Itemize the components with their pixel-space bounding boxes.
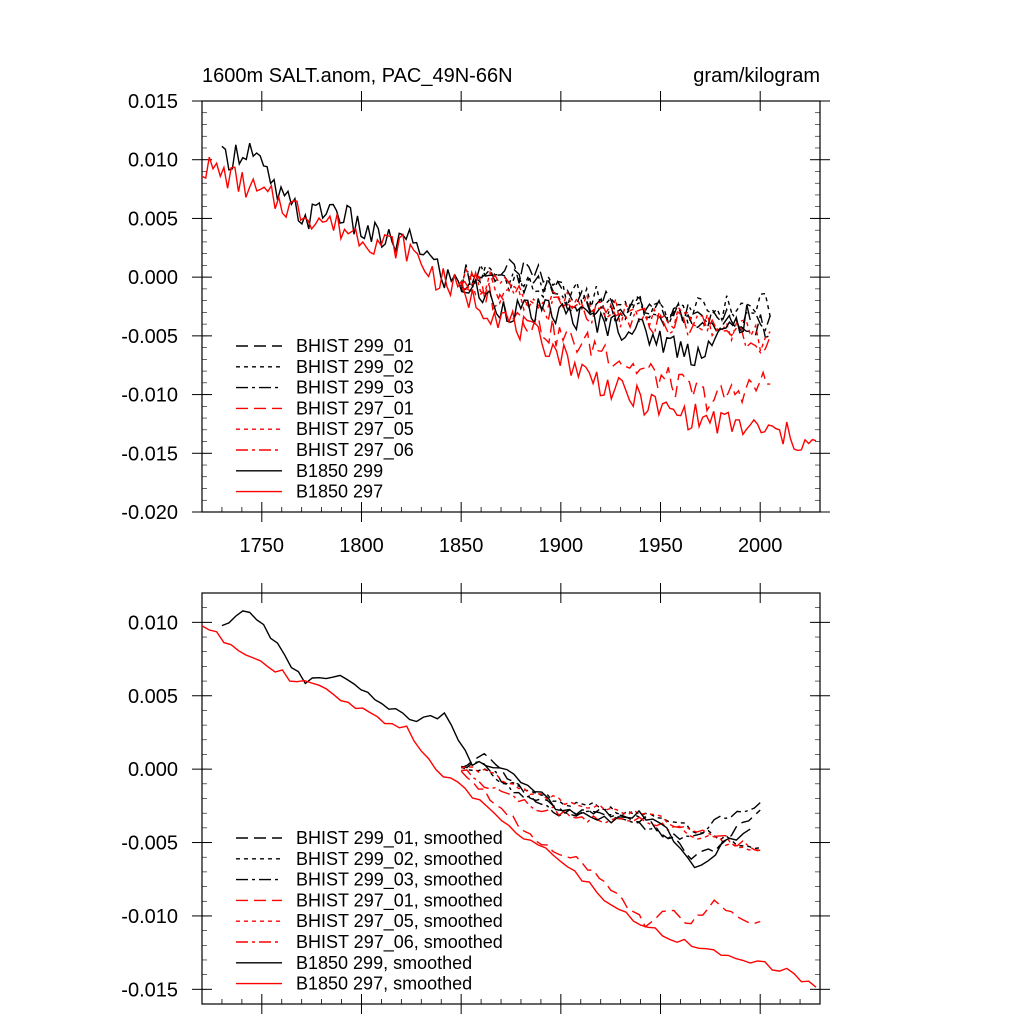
series-line (221, 610, 751, 869)
bottom-series-group (201, 610, 817, 988)
top-title: 1600m SALT.anom, PAC_49N-66N (202, 65, 513, 87)
legend-label: BHIST 297_06 (296, 440, 414, 461)
y-tick-label: 0.000 (128, 759, 178, 781)
bottom-panel: 0.010 0.005 0.000 -0.005 -0.010 -0.015 BHIST … (121, 583, 830, 1014)
legend-label: BHIST 297_05 (296, 419, 414, 440)
y-tick-label: -0.010 (121, 385, 178, 407)
x-tick-label: 2000 (738, 535, 783, 557)
series-line (201, 625, 817, 988)
y-tick-label: -0.005 (121, 326, 178, 348)
legend-label: B1850 299 (296, 461, 383, 481)
x-tick-label: 1950 (638, 535, 683, 557)
legend-label: BHIST 299_03, smoothed (296, 870, 503, 891)
series-line (461, 262, 771, 335)
legend-label: B1850 299, smoothed (296, 953, 472, 973)
series-line (201, 156, 817, 452)
x-tick-label: 1900 (539, 535, 584, 557)
legend-label: BHIST 297_05, smoothed (296, 911, 503, 932)
top-axis-ticks: 1750 1800 1850 1900 1950 2000 0.015 0.010 0.005 0… (121, 91, 830, 557)
y-tick-label: 0.010 (128, 150, 178, 172)
legend-label: BHIST 299_01, smoothed (296, 828, 503, 849)
y-tick-label: -0.015 (121, 443, 178, 465)
series-line (461, 761, 761, 841)
bottom-plot-frame (201, 592, 821, 1005)
series-line (460, 770, 761, 928)
y-tick-label: 0.005 (128, 686, 178, 708)
x-tick-label: 1750 (240, 535, 285, 557)
y-tick-label: 0.010 (128, 612, 178, 634)
units-label: gram/kilogram (693, 65, 820, 87)
y-tick-label: -0.005 (121, 833, 178, 855)
series-line (460, 269, 771, 413)
legend-label: BHIST 299_02, smoothed (296, 849, 503, 870)
series-line (460, 752, 761, 861)
legend-label: BHIST 299_01 (296, 336, 414, 357)
legend-label: BHIST 297_01, smoothed (296, 890, 503, 911)
series-line (221, 143, 751, 367)
y-tick-label: -0.020 (121, 502, 178, 524)
y-tick-label: -0.015 (121, 979, 178, 1001)
y-tick-label: 0.005 (128, 208, 178, 230)
top-plot-frame (201, 100, 821, 513)
series-line (460, 258, 771, 339)
y-tick-label: -0.010 (121, 906, 178, 928)
top-panel: 1600m SALT.anom, PAC_49N-66N gram/kilogr… (121, 65, 830, 557)
series-line (460, 265, 771, 327)
legend-label: BHIST 299_03 (296, 378, 414, 399)
series-line (461, 766, 761, 853)
y-tick-label: 0.000 (128, 267, 178, 289)
top-series-group (201, 143, 817, 452)
y-tick-label: 0.015 (128, 91, 178, 113)
legend-label: B1850 297 (296, 482, 383, 502)
legend-label: B1850 297, smoothed (296, 974, 472, 994)
x-tick-label: 1800 (339, 535, 384, 557)
legend-label: BHIST 297_01 (296, 398, 414, 419)
series-line (461, 769, 761, 851)
legend-label: BHIST 297_06, smoothed (296, 932, 503, 953)
legend-label: BHIST 299_02 (296, 357, 414, 378)
x-tick-label: 1850 (439, 535, 484, 557)
bottom-axis-ticks: 0.010 0.005 0.000 -0.005 -0.010 -0.015 (121, 583, 830, 1014)
